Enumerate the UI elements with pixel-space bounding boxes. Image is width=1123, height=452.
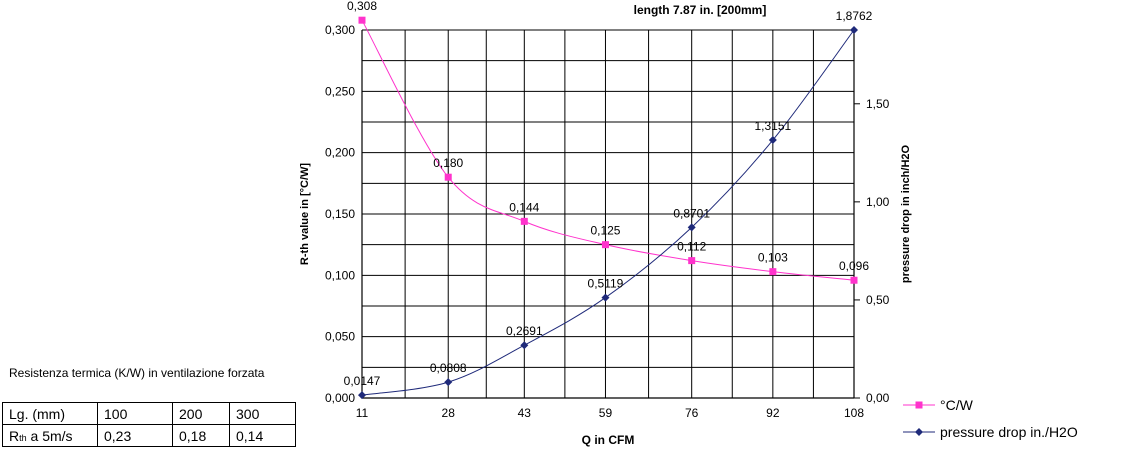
y-left-axis-label: R-th value in [°C/W] <box>299 163 311 266</box>
y-left-tick-label: 0,300 <box>325 23 355 37</box>
row-label: Lg. (mm) <box>2 402 98 425</box>
axes <box>361 30 855 399</box>
series-markers <box>358 16 858 400</box>
data-point-pressure <box>358 391 366 400</box>
table-row: Rth a 5m/s 0,23 0,18 0,14 <box>2 424 296 447</box>
y-right-tick-label: 0,50 <box>866 293 890 307</box>
row-label-sub: th <box>19 432 27 443</box>
legend: °C/W pressure drop in./H2O <box>903 397 1078 440</box>
data-point-pressure <box>850 26 858 34</box>
chart-title: length 7.87 in. [200mm] <box>634 3 767 17</box>
row-label-rest: a 5m/s <box>26 427 73 444</box>
data-label-pressure: 0,5119 <box>588 277 624 291</box>
y-left-tick-label: 0,200 <box>325 146 355 160</box>
y-right-axis-label: pressure drop in inch/H2O <box>900 144 912 283</box>
data-point-cw <box>358 16 366 24</box>
x-tick-label: 76 <box>685 406 699 420</box>
y-right-tick-labels: 0,00 0,50 1,00 1,50 <box>854 97 890 405</box>
row-label: Rth a 5m/s <box>2 424 98 447</box>
legend-label-pressure: pressure drop in./H2O <box>940 424 1078 440</box>
table-cell: 100 <box>97 402 173 425</box>
data-label-pressure: 0,0808 <box>430 361 467 375</box>
data-point-cw <box>444 173 452 181</box>
y-left-tick-labels: 0,000 0,050 0,100 0,150 0,200 0,250 0,300 <box>325 23 355 405</box>
y-left-tick-label: 0,150 <box>325 207 355 221</box>
table-cell: 0,23 <box>97 424 173 447</box>
data-label-cw: 0,144 <box>509 200 539 214</box>
x-tick-label: 28 <box>442 406 456 420</box>
y-left-tick-label: 0,050 <box>325 330 355 344</box>
data-label-cw: 0,103 <box>758 251 788 265</box>
data-label-cw: 0,308 <box>347 0 377 13</box>
data-point-pressure <box>768 136 777 145</box>
data-point-cw <box>601 241 609 249</box>
legend-label-cw: °C/W <box>940 397 974 413</box>
data-label-cw: 0,125 <box>590 224 620 238</box>
data-label-pressure: 0,8701 <box>673 206 710 220</box>
y-right-tick-label: 1,50 <box>866 97 890 111</box>
data-label-pressure: 0,0147 <box>344 374 381 388</box>
y-right-tick-label: 0,00 <box>866 391 890 405</box>
grid <box>361 29 855 399</box>
data-label-pressure: 1,3151 <box>754 119 791 133</box>
data-point-pressure <box>520 341 529 350</box>
thermal-resistance-table: Lg. (mm) 100 200 300 Rth a 5m/s 0,23 0,1… <box>2 402 296 447</box>
row-label-main: R <box>9 427 20 444</box>
x-tick-label: 108 <box>844 406 864 420</box>
x-axis-label: Q in CFM <box>582 433 635 447</box>
data-label-pressure: 1,8762 <box>836 9 873 23</box>
x-tick-label: 11 <box>356 406 369 420</box>
data-label-pressure: 0,2691 <box>506 324 543 338</box>
x-tick-label: 43 <box>518 406 532 420</box>
table-row: Lg. (mm) 100 200 300 <box>2 402 296 425</box>
data-labels: 0,308 0,180 0,144 0,125 0,112 0,103 0,096 0,014… <box>344 0 873 388</box>
data-label-cw: 0,096 <box>839 259 869 273</box>
x-tick-label: 92 <box>766 406 780 420</box>
data-point-cw <box>769 268 777 276</box>
y-left-tick-label: 0,250 <box>325 84 355 98</box>
y-left-tick-label: 0,000 <box>325 391 355 405</box>
y-right-tick-label: 1,00 <box>866 195 890 209</box>
table-cell: 0,14 <box>229 424 296 447</box>
y-left-tick-label: 0,100 <box>325 268 355 282</box>
data-point-pressure <box>444 378 453 387</box>
table-cell: 200 <box>172 402 230 425</box>
data-label-cw: 0,180 <box>433 156 463 170</box>
data-point-cw <box>850 276 858 284</box>
table-cell: 300 <box>229 402 296 425</box>
data-point-pressure <box>601 293 610 302</box>
data-point-pressure <box>687 223 696 232</box>
data-point-cw <box>520 217 528 225</box>
data-point-cw <box>688 257 696 265</box>
x-tick-labels: 11 28 43 59 76 92 108 <box>356 406 865 420</box>
legend-marker-pressure <box>915 428 923 436</box>
table-caption: Resistenza termica (K/W) in ventilazione… <box>9 366 265 380</box>
legend-marker-cw <box>915 401 923 409</box>
x-tick-label: 59 <box>599 406 613 420</box>
table-cell: 0,18 <box>172 424 230 447</box>
data-label-cw: 0,112 <box>677 240 706 254</box>
